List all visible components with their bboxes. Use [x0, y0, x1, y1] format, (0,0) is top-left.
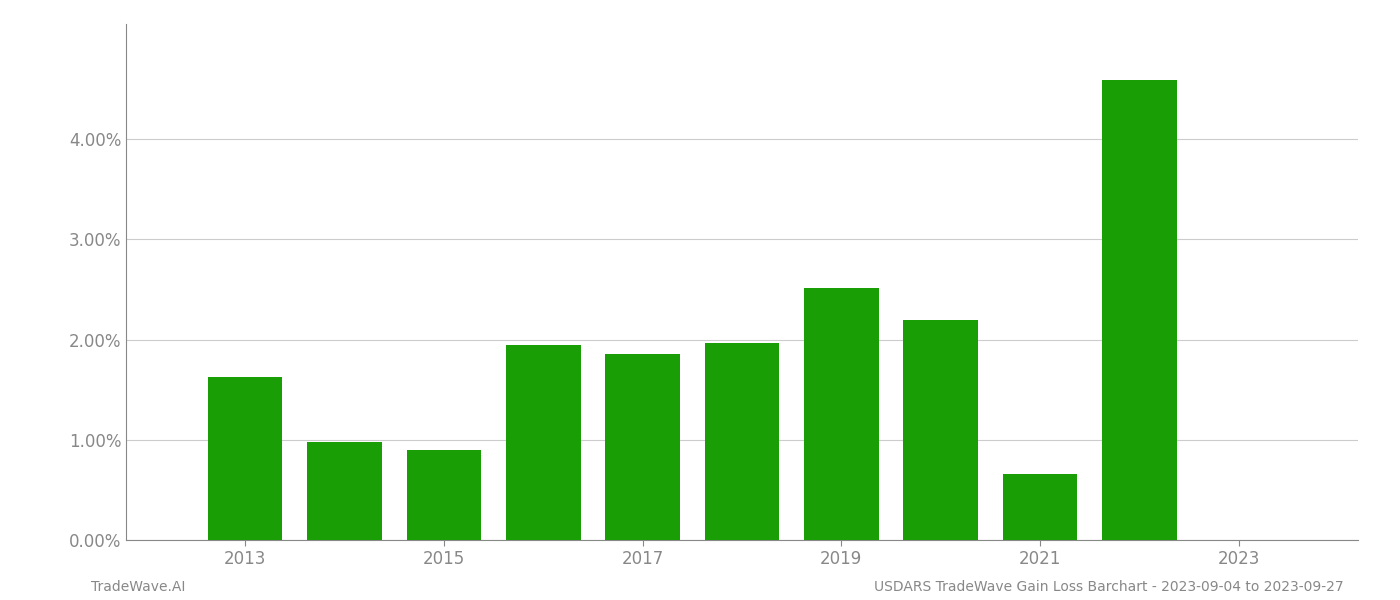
- Bar: [704, 343, 780, 540]
- Bar: [505, 345, 581, 540]
- Bar: [406, 451, 482, 540]
- Bar: [903, 320, 979, 540]
- Bar: [1102, 80, 1176, 540]
- Text: TradeWave.AI: TradeWave.AI: [91, 580, 185, 594]
- Bar: [605, 354, 680, 540]
- Text: USDARS TradeWave Gain Loss Barchart - 2023-09-04 to 2023-09-27: USDARS TradeWave Gain Loss Barchart - 20…: [875, 580, 1344, 594]
- Bar: [1002, 475, 1078, 540]
- Bar: [209, 377, 283, 540]
- Bar: [804, 288, 879, 540]
- Bar: [308, 442, 382, 540]
